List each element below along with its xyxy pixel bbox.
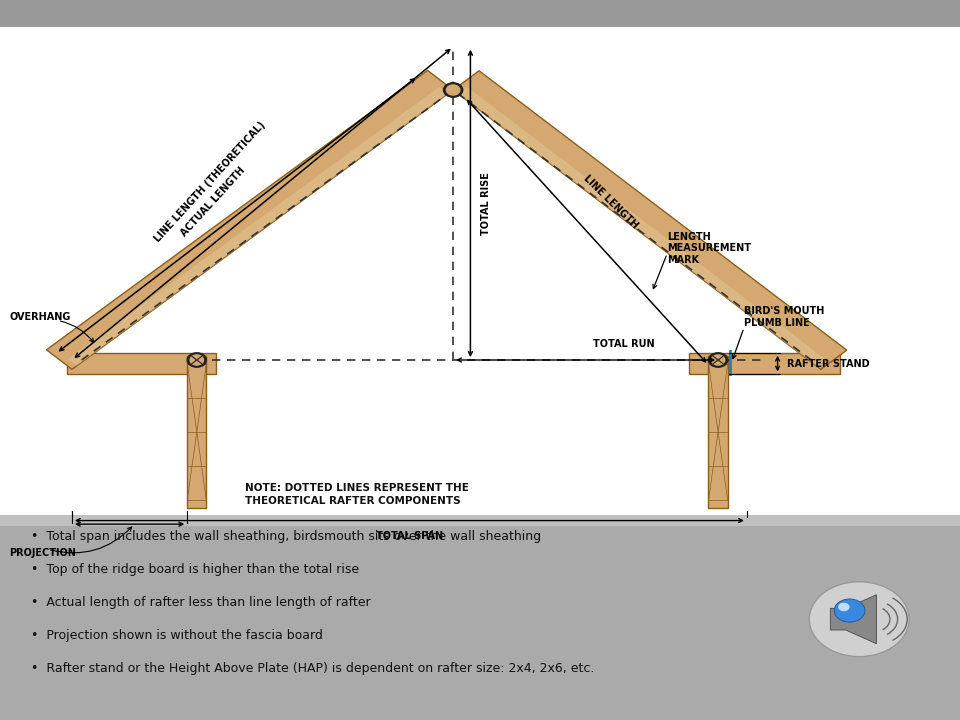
Circle shape	[446, 85, 460, 95]
Circle shape	[708, 353, 728, 367]
Text: OVERHANG: OVERHANG	[10, 312, 71, 322]
Circle shape	[838, 603, 850, 611]
Circle shape	[444, 83, 463, 97]
Text: TOTAL RISE: TOTAL RISE	[481, 172, 491, 235]
Polygon shape	[830, 595, 876, 644]
Circle shape	[187, 353, 206, 367]
Text: •  Actual length of rafter less than line length of rafter: • Actual length of rafter less than line…	[31, 596, 371, 609]
Text: •  Total span includes the wall sheathing, birdsmouth sits over the wall sheathi: • Total span includes the wall sheathing…	[31, 530, 540, 543]
Text: RAFTER STAND: RAFTER STAND	[787, 359, 870, 369]
Bar	[187, 356, 206, 508]
Text: LINE LENGTH (THEORETICAL): LINE LENGTH (THEORETICAL)	[153, 120, 267, 244]
Bar	[67, 353, 216, 374]
Bar	[0, 0, 960, 27]
Circle shape	[711, 355, 725, 365]
Polygon shape	[68, 86, 448, 366]
Text: NOTE: DOTTED LINES REPRESENT THE
THEORETICAL RAFTER COMPONENTS: NOTE: DOTTED LINES REPRESENT THE THEORET…	[245, 483, 468, 506]
Text: LENGTH
MEASUREMENT
MARK: LENGTH MEASUREMENT MARK	[667, 232, 751, 265]
Text: TOTAL RUN: TOTAL RUN	[593, 339, 655, 349]
Circle shape	[809, 582, 909, 657]
Circle shape	[190, 355, 204, 365]
Bar	[0, 515, 960, 720]
Circle shape	[834, 599, 865, 622]
Text: TOTAL SPAN: TOTAL SPAN	[376, 531, 443, 541]
Text: ACTUAL LENGTH: ACTUAL LENGTH	[179, 165, 247, 238]
Polygon shape	[458, 87, 825, 366]
Text: LINE LENGTH: LINE LENGTH	[582, 174, 639, 231]
Text: •  Top of the ridge board is higher than the total rise: • Top of the ridge board is higher than …	[31, 563, 359, 576]
Bar	[708, 356, 728, 508]
Bar	[0, 515, 960, 526]
Bar	[0, 0, 960, 515]
Text: •  Rafter stand or the Height Above Plate (HAP) is dependent on rafter size: 2x4: • Rafter stand or the Height Above Plate…	[31, 662, 594, 675]
Polygon shape	[46, 71, 453, 369]
Text: BIRD'S MOUTH
PLUMB LINE: BIRD'S MOUTH PLUMB LINE	[744, 306, 825, 328]
Bar	[689, 353, 840, 374]
Text: PROJECTION: PROJECTION	[10, 548, 77, 558]
Text: •  Projection shown is without the fascia board: • Projection shown is without the fascia…	[31, 629, 323, 642]
Polygon shape	[453, 71, 847, 369]
